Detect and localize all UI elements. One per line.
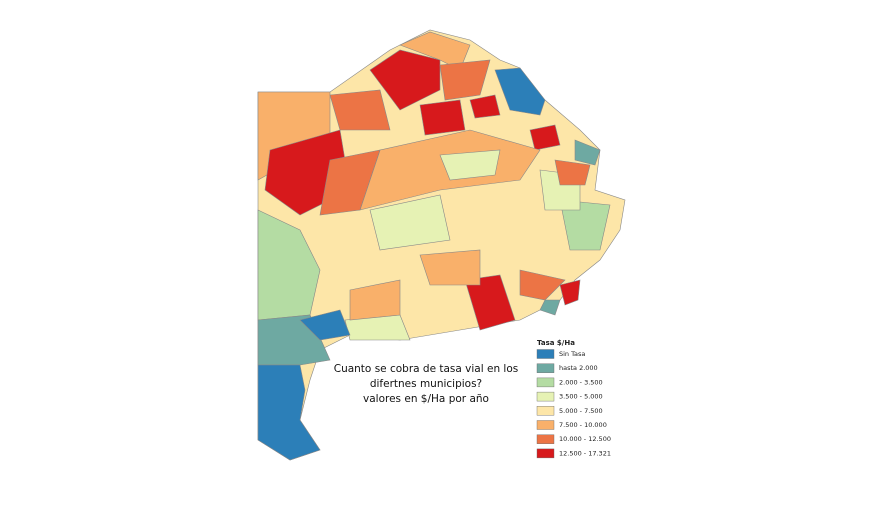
municipality-zone — [494, 67, 546, 116]
municipality-zone — [299, 309, 351, 341]
municipality-zone — [329, 89, 391, 131]
municipality-zone — [399, 31, 471, 71]
municipality-zone — [257, 364, 321, 461]
legend-label: 2.000 - 3.500 — [559, 378, 603, 386]
legend: Sin Tasa hasta 2.000 2.000 - 3.500 3.500 - … — [536, 349, 611, 459]
legend-label: Sin Tasa — [559, 350, 585, 358]
municipality-zone — [349, 279, 401, 321]
legend-swatch — [536, 420, 555, 430]
municipality-zone — [439, 149, 501, 181]
municipality-zone — [439, 59, 491, 101]
legend-label: 10.000 - 12.500 — [559, 435, 611, 443]
municipality-zone — [539, 299, 561, 316]
municipality-zone — [559, 279, 581, 306]
municipality-zone — [469, 94, 501, 119]
legend-label: hasta 2.000 — [559, 364, 598, 372]
municipality-zone — [464, 274, 516, 331]
province-map — [257, 29, 626, 461]
legend-swatch — [536, 377, 555, 388]
legend-swatch — [536, 434, 555, 444]
municipality-zone — [559, 199, 611, 251]
legend-title: Tasa $/Ha — [537, 339, 575, 347]
map-title-line: Cuanto se cobra de tasa vial en los — [334, 363, 519, 375]
municipality-zone — [419, 249, 481, 286]
legend-swatch — [536, 363, 555, 373]
legend-swatch — [536, 406, 555, 416]
municipality-zone — [574, 139, 601, 166]
legend-label: 12.500 - 17.321 — [559, 449, 611, 457]
legend-swatch — [536, 448, 555, 459]
map-title-line: valores en $/Ha por año — [363, 393, 489, 405]
legend-label: 5.000 - 7.500 — [559, 407, 603, 415]
municipality-zone — [319, 149, 381, 216]
legend-swatch — [536, 349, 555, 359]
map-title-line: difertnes municipios? — [370, 378, 482, 390]
legend-swatch — [536, 391, 555, 402]
municipality-zone — [369, 194, 451, 251]
municipality-zone — [529, 124, 561, 151]
municipality-zone — [419, 99, 466, 136]
legend-label: 3.500 - 5.000 — [559, 393, 603, 401]
legend-label: 7.500 - 10.000 — [559, 421, 607, 429]
municipality-zone — [257, 209, 321, 321]
municipality-zone — [369, 49, 441, 111]
municipality-zone — [554, 159, 591, 186]
